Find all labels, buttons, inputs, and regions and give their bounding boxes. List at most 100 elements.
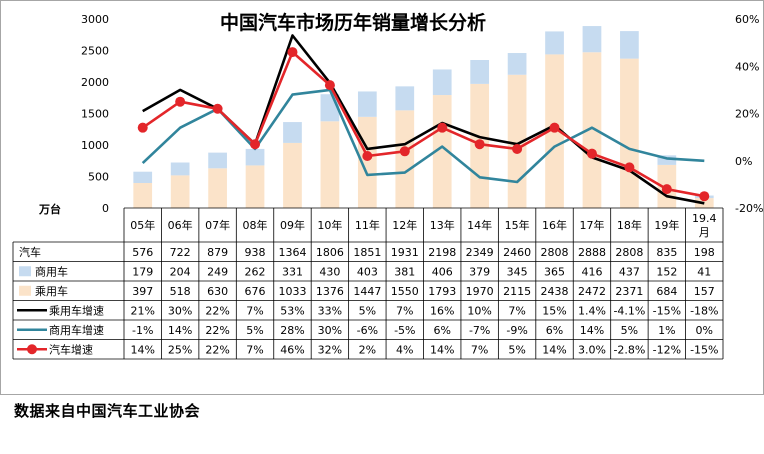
x-tick-label: 07年 (205, 218, 230, 232)
table-cell: 14% (580, 324, 604, 337)
bar-passenger (620, 58, 639, 208)
table-cell: 3.0% (578, 343, 606, 356)
table-cell: 204 (170, 265, 191, 278)
bar-passenger (283, 142, 302, 208)
table-cell: 1851 (353, 246, 381, 259)
chart-title: 中国汽车市场历年销量增长分析 (220, 11, 486, 34)
table-cell: 365 (544, 265, 565, 278)
table-cell: 1970 (466, 285, 494, 298)
table-cell: 22% (205, 304, 229, 317)
line-point (212, 103, 223, 114)
bar-passenger (133, 182, 153, 208)
y-left-tick-label: 0 (102, 202, 109, 215)
legend-key-marker (27, 344, 37, 355)
table-cell: 416 (581, 265, 602, 278)
bar-passenger (170, 175, 190, 208)
table-cell: 41 (697, 265, 711, 278)
table-cell: 7% (508, 304, 525, 317)
table-cell: 1793 (428, 285, 456, 298)
table-cell: 684 (656, 285, 677, 298)
line-point (512, 143, 523, 154)
table-row-label: 乘用车 (35, 284, 68, 298)
table-cell: 46% (280, 343, 304, 356)
bar-passenger (320, 121, 340, 208)
table-cell: 14% (430, 343, 454, 356)
table-cell: 938 (245, 246, 266, 259)
table-row-label: 商用车增速 (49, 323, 104, 337)
table-cell: 430 (319, 265, 340, 278)
bar-commercial (432, 69, 452, 96)
table-cell: 7% (471, 343, 488, 356)
table-cell: 835 (656, 246, 677, 259)
table-cell: 14% (542, 343, 566, 356)
table-cell: 4% (396, 343, 413, 356)
line-point (399, 146, 410, 157)
bar-passenger (395, 110, 415, 208)
bar-passenger (208, 168, 227, 208)
table-cell: 2371 (615, 285, 643, 298)
table-cell: 22% (205, 324, 229, 337)
table-cell: 403 (357, 265, 378, 278)
line-point (250, 139, 261, 150)
source-note: 数据来自中国汽车工业协会 (14, 402, 201, 420)
table-cell: 262 (245, 265, 266, 278)
table-cell: 2198 (428, 246, 456, 259)
y-right-tick-label: 20% (735, 108, 759, 121)
line-point (175, 96, 186, 107)
y-left-tick-label: 1500 (81, 108, 109, 121)
line-point (699, 191, 710, 202)
table-cell: 397 (132, 285, 153, 298)
y-right-tick-label: 60% (735, 13, 759, 26)
table-row-label: 汽车增速 (49, 342, 93, 356)
table-cell: 1376 (316, 285, 344, 298)
table-cell: 179 (132, 265, 153, 278)
x-tick-label: 06年 (168, 218, 193, 232)
x-tick-label: 12年 (392, 218, 417, 232)
table-row-label: 商用车 (35, 264, 68, 278)
line-point (324, 80, 335, 91)
bar-commercial (395, 86, 415, 111)
table-cell: 0% (696, 324, 713, 337)
table-cell: -12% (653, 343, 681, 356)
table-cell: 1550 (391, 285, 419, 298)
bar-commercial (283, 122, 302, 143)
line-series-1 (141, 88, 705, 184)
table-cell: -6% (357, 324, 378, 337)
y-right-tick-label: -20% (735, 202, 763, 215)
table-cell: 21% (130, 304, 154, 317)
table-cell: 22% (205, 343, 229, 356)
y-left-tick-label: 2500 (81, 45, 109, 58)
y-left-tick-label: 3000 (81, 13, 109, 26)
table-cell: 630 (207, 285, 228, 298)
table-cell: 379 (469, 265, 490, 278)
table-cell: -18% (690, 304, 718, 317)
table-cell: 2438 (541, 285, 569, 298)
y-right-tick-label: 40% (735, 60, 759, 73)
table-cell: 1806 (316, 246, 344, 259)
table-cell: 437 (619, 265, 640, 278)
table-cell: 2808 (615, 246, 643, 259)
bar-commercial (357, 91, 377, 117)
table-cell: 1931 (391, 246, 419, 259)
table-cell: 6% (546, 324, 563, 337)
table-cell: 28% (280, 324, 304, 337)
table-cell: 518 (170, 285, 191, 298)
table-cell: 10% (467, 304, 491, 317)
table-row-label: 乘用车增速 (49, 303, 104, 317)
table-cell: -1% (132, 324, 153, 337)
table-cell: -9% (506, 324, 527, 337)
line-series-2 (141, 50, 705, 198)
y-left-unit-label: 万台 (38, 202, 61, 216)
table-cell: -15% (653, 304, 681, 317)
table-cell: -2.8% (613, 343, 645, 356)
table-cell: 2460 (503, 246, 531, 259)
table-cell: 152 (656, 265, 677, 278)
line-point (362, 151, 373, 162)
table-cell: 30% (318, 324, 342, 337)
line-point (287, 47, 298, 58)
table-cell: 2349 (466, 246, 494, 259)
legend-key-box (19, 266, 31, 277)
y-left-tick-label: 2000 (81, 76, 109, 89)
table-cell: 345 (507, 265, 528, 278)
table-cell: 15% (542, 304, 566, 317)
